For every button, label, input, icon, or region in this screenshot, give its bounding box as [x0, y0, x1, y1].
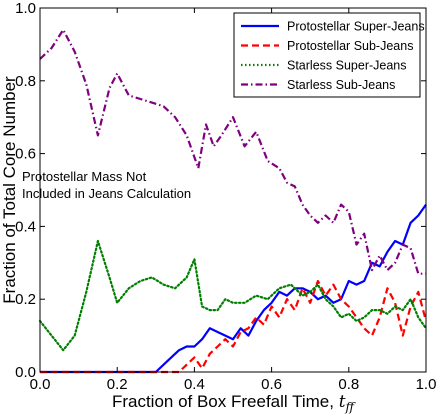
series-layer — [38, 28, 428, 374]
series-line-2 — [40, 279, 428, 374]
annotation-line-2: Included in Jeans Calculation — [22, 186, 191, 201]
series-line-3 — [38, 239, 428, 352]
y-tick-label: 1.0 — [15, 0, 36, 17]
x-tick-label: 0.0 — [30, 376, 51, 393]
annotation-line-1: Protostellar Mass Not — [22, 169, 147, 184]
legend-label-3: Starless Super-Jeans — [287, 59, 407, 73]
y-tick-label: 0.4 — [15, 218, 36, 235]
legend: Protostellar Super-Jeans Protostellar Sub… — [233, 12, 425, 98]
y-tick-label: 0.8 — [15, 73, 36, 90]
series-line-1 — [40, 203, 427, 374]
x-tick-label: 0.2 — [107, 376, 128, 393]
legend-label-4: Starless Sub-Jeans — [287, 78, 395, 92]
x-tick-label: 1.0 — [416, 376, 436, 393]
y-axis-label: Fraction of Total Core Number — [0, 76, 19, 304]
annotation: Protostellar Mass Not Included in Jeans … — [22, 169, 191, 201]
y-tick-label: 0.0 — [15, 364, 36, 381]
x-tick-label: 0.8 — [338, 376, 359, 393]
y-tick-label: 0.2 — [15, 291, 36, 308]
plot-frame — [39, 7, 427, 373]
x-tick-label: 0.6 — [261, 376, 282, 393]
ticks-layer: 0.0 0.2 0.4 0.6 0.8 1.0 0.0 0.2 0.4 0.6 0.8 1.0 — [15, 0, 436, 393]
y-tick-label: 0.6 — [15, 146, 36, 163]
x-axis-label: Fraction of Box Freefall Time, tff — [112, 392, 357, 414]
x-tick-label: 0.4 — [184, 376, 205, 393]
legend-label-2: Protostellar Sub-Jeans — [287, 39, 413, 53]
legend-label-1: Protostellar Super-Jeans — [287, 20, 425, 34]
